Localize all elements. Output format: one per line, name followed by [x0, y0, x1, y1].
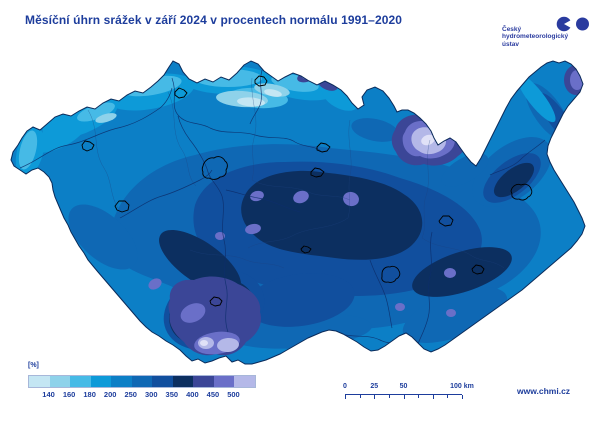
legend-tick-labels: 140 160 180 200 250 300 350 400 450 500 [28, 390, 254, 400]
country-outline [10, 60, 586, 365]
legend-colorbar [28, 375, 256, 388]
scalebar-tick [432, 395, 434, 399]
scalebar-tick [359, 395, 361, 398]
scalebar-label: 0 [343, 383, 347, 390]
legend-tick-label: 400 [186, 390, 199, 399]
scalebar-tick [403, 395, 405, 399]
legend-color-segment [193, 376, 214, 387]
legend-tick-label: 450 [206, 390, 220, 399]
legend-color-segment [131, 376, 153, 387]
city-outline [209, 296, 223, 307]
legend-tick-label: 200 [103, 390, 117, 399]
city-outline-prague [201, 156, 228, 180]
logo-line-2: hydrometeorologický [502, 33, 569, 41]
scalebar-tick [418, 395, 420, 398]
precipitation-fill-layers [11, 61, 585, 364]
legend-color-segment [152, 376, 173, 387]
legend-tick-label: 500 [227, 390, 240, 399]
city-outline [114, 200, 130, 213]
scalebar-label: 100 km [450, 383, 474, 390]
city-outline [174, 87, 188, 99]
city-outline-ostrava [510, 183, 533, 201]
legend-color-segment [29, 376, 50, 387]
scalebar-tick [374, 395, 376, 399]
city-outline [471, 264, 485, 275]
city-outline [81, 140, 95, 152]
scalebar-label: 25 [370, 383, 379, 390]
scalebar-labels: 0 25 50 100 km [343, 383, 474, 392]
legend-tick-label: 160 [62, 390, 76, 399]
region-borders [87, 77, 505, 269]
legend-color-segment [172, 376, 194, 387]
legend-color-segment [90, 376, 112, 387]
city-outlines [81, 75, 533, 307]
legend-color-segment [234, 376, 256, 387]
city-outline-brno [381, 265, 401, 283]
scalebar-tick [388, 395, 390, 398]
chmi-logo-icon [556, 16, 589, 32]
scalebar-ruler [345, 394, 463, 400]
rivers [19, 69, 546, 345]
legend-tick-label: 180 [83, 390, 96, 399]
legend-color-segment [70, 376, 91, 387]
scalebar-tick [462, 395, 463, 399]
legend-tick-label: 250 [124, 390, 137, 399]
page-title: Měsíční úhrn srážek v září 2024 v procen… [25, 13, 403, 27]
city-outline [316, 142, 331, 153]
chmi-logo-text: Český hydrometeorologický ústav [502, 26, 568, 48]
city-outline [300, 245, 312, 254]
legend-color-segment [49, 376, 71, 387]
city-outline [254, 75, 268, 87]
city-outline [438, 215, 454, 227]
legend-tick-label: 350 [165, 390, 179, 399]
legend-unit-label: [%] [28, 362, 39, 369]
scalebar-tick [447, 395, 449, 398]
logo-line-3: ústav [502, 40, 519, 48]
legend-tick-label: 300 [145, 390, 158, 399]
legend-color-segment [213, 376, 235, 387]
scalebar-label: 50 [399, 383, 408, 390]
website-link[interactable]: www.chmi.cz [517, 386, 571, 396]
legend-color-segment [111, 376, 132, 387]
city-outline [310, 167, 325, 178]
logo-line-1: Český [502, 26, 522, 33]
precip-zone-140 [237, 89, 282, 107]
legend-tick-label: 140 [42, 390, 55, 399]
scalebar-tick [345, 395, 346, 399]
